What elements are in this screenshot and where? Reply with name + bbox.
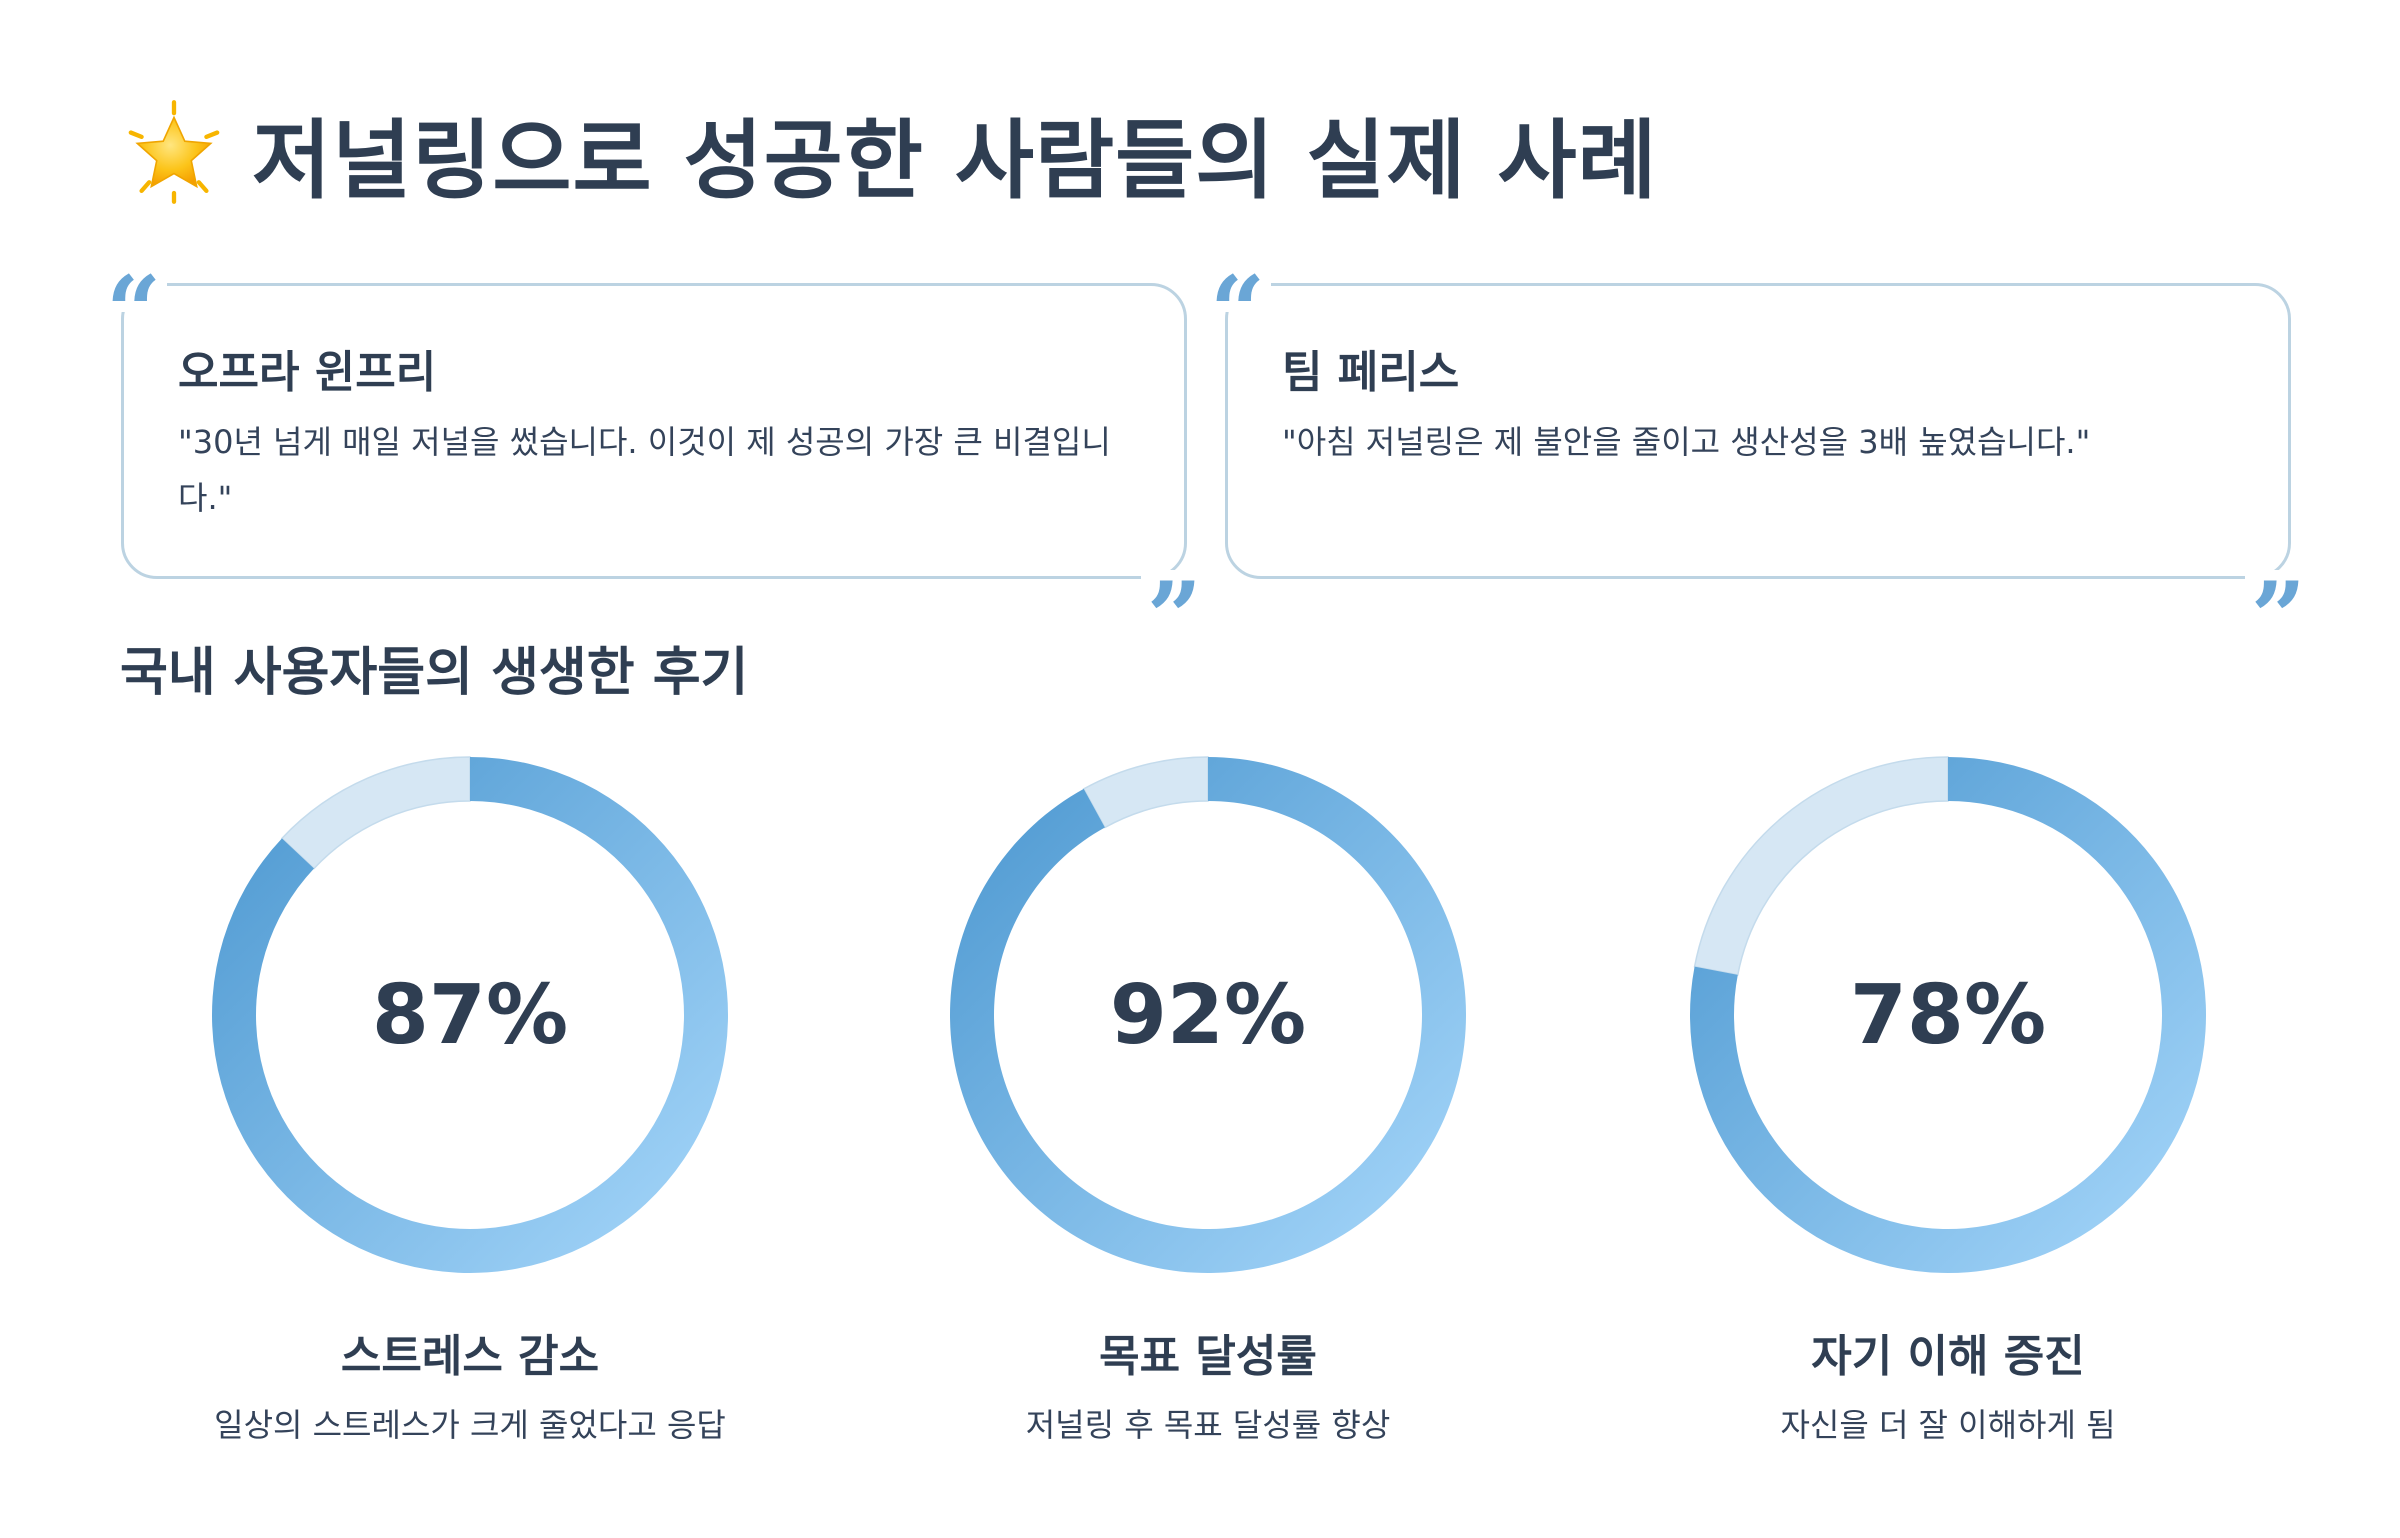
section-title: 국내 사용자들의 생생한 후기 xyxy=(120,643,749,703)
quote-card-oprah: “ 오프라 윈프리 "30년 넘게 매일 저널을 썼습니다. 이것이 제 성공의… xyxy=(100,264,1208,618)
stat-description: 자신을 더 잘 이해하게 됨 xyxy=(1780,1406,2116,1444)
progress-ring xyxy=(1690,756,2206,1273)
stat-description: 저널링 후 목표 달성률 향상 xyxy=(1025,1406,1391,1444)
progress-ring xyxy=(211,756,729,1273)
open-quote-icon: “ xyxy=(1204,264,1272,312)
stat-value: 78% xyxy=(1849,967,2047,1063)
close-quote-icon: ” xyxy=(2244,570,2312,618)
progress-ring-track xyxy=(1693,756,1949,976)
stat-description: 일상의 스트레스가 크게 줄었다고 응답 xyxy=(214,1406,726,1444)
quote-author-name: 팀 페리스 xyxy=(1282,347,1460,398)
close-quote-icon: ” xyxy=(1140,570,1208,618)
quote-text: "아침 저널링은 제 불안을 줄이고 생산성을 3배 높였습니다." xyxy=(1282,423,2091,461)
progress-ring-track xyxy=(1082,756,1209,829)
progress-ring xyxy=(950,756,1466,1273)
star-icon xyxy=(128,100,220,204)
stat-value: 87% xyxy=(371,967,569,1063)
page-header: 저널링으로 성공한 사람들의 실제 사례 xyxy=(120,92,1658,212)
page-title: 저널링으로 성공한 사람들의 실제 사례 xyxy=(252,110,1658,211)
stat-label: 스트레스 감소 xyxy=(340,1331,600,1382)
stat-value: 92% xyxy=(1109,967,1307,1063)
stat-stress-reduction: 87% 스트레스 감소 일상의 스트레스가 크게 줄었다고 응답 xyxy=(190,755,750,1475)
quote-text: "30년 넘게 매일 저널을 썼습니다. 이것이 제 성공의 가장 큰 비결입니… xyxy=(178,423,1111,517)
progress-ring-track xyxy=(280,756,471,870)
open-quote-icon: “ xyxy=(100,264,168,312)
stat-label: 자기 이해 증진 xyxy=(1811,1331,2085,1382)
stat-goal-achievement: 92% 목표 달성률 저널링 후 목표 달성률 향상 xyxy=(928,755,1488,1475)
stat-self-understanding: 78% 자기 이해 증진 자신을 더 잘 이해하게 됨 xyxy=(1668,755,2228,1475)
quote-author-name: 오프라 윈프리 xyxy=(178,347,437,398)
quote-card-tim: “ 팀 페리스 "아침 저널링은 제 불안을 줄이고 생산성을 3배 높였습니다… xyxy=(1204,264,2312,618)
stat-label: 목표 달성률 xyxy=(1099,1331,1317,1382)
